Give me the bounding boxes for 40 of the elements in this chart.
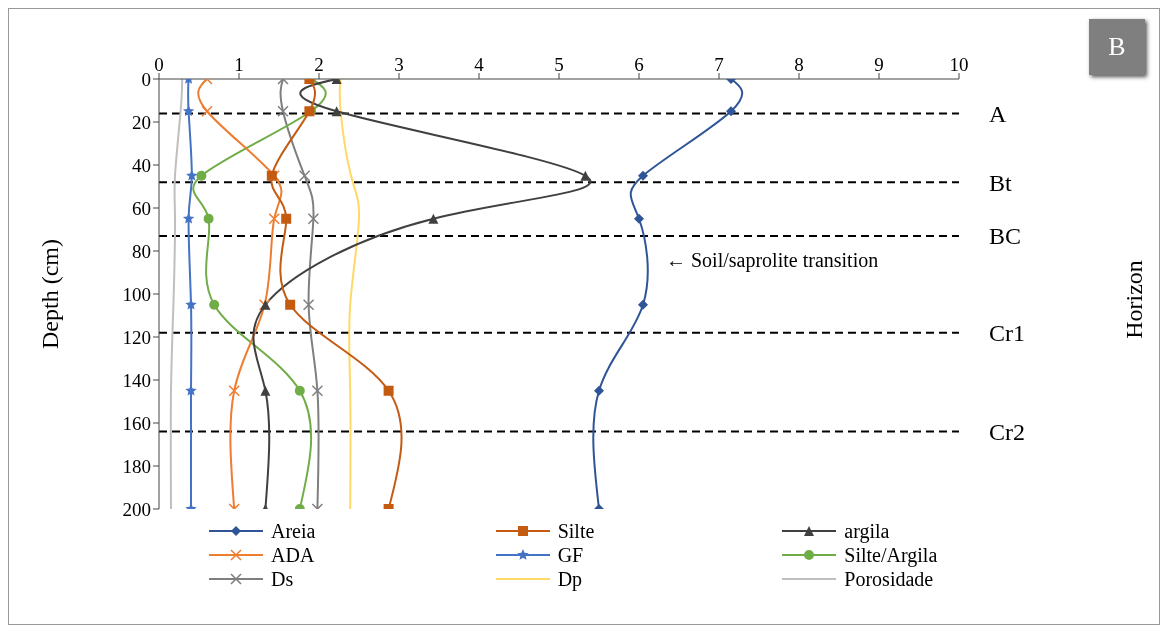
ref-line-label: Cr2 [989,419,1025,446]
legend-label: Silte [557,519,595,543]
y-tick-label: 140 [122,369,151,391]
legend-label: argila [844,519,890,543]
text: B [1089,19,1145,75]
y-axis-title: Depth (cm) [36,239,63,349]
annotation: ← Soil/saprolite transition [664,249,881,272]
ref-line-label: Bt [989,169,1013,196]
x-tick-label: 1 [234,54,244,75]
text: Horizon [1120,259,1148,339]
ref-line-label: BC [989,223,1022,250]
ref-line-label: A [989,100,1007,127]
x-tick-label: 10 [949,54,969,75]
y-tick-label: 0 [141,68,151,90]
legend-label: GF [557,543,584,567]
x-tick-label: 4 [474,54,485,75]
legend-label: ADA [271,543,315,567]
legend-label: Areia [271,519,316,543]
x-tick-label: 9 [874,54,884,75]
y-tick-label: 200 [122,498,151,520]
y-tick-label: 80 [132,240,151,262]
y-tick-label: 160 [122,412,151,434]
legend-label: Dp [557,567,583,591]
ref-line-label: Cr1 [989,320,1025,347]
x-tick-label: 0 [154,54,164,75]
y-tick-label: 40 [132,154,151,176]
x-tick-label: 3 [394,54,404,75]
x-tick-label: 5 [554,54,564,75]
y-tick-label: 20 [132,111,151,133]
y-tick-label: 180 [122,455,151,477]
legend-label: Porosidade [844,567,934,591]
x-tick-label: 2 [314,54,324,75]
x-tick-label: 6 [634,54,644,75]
y-tick-label: 60 [132,197,151,219]
x-tick-label: 8 [794,54,804,75]
legend-label: Silte/Argila [844,543,938,567]
y-tick-label: 100 [122,283,151,305]
y-tick-label: 120 [122,326,151,348]
x-tick-label: 7 [714,54,724,75]
legend-label: Ds [271,567,294,591]
